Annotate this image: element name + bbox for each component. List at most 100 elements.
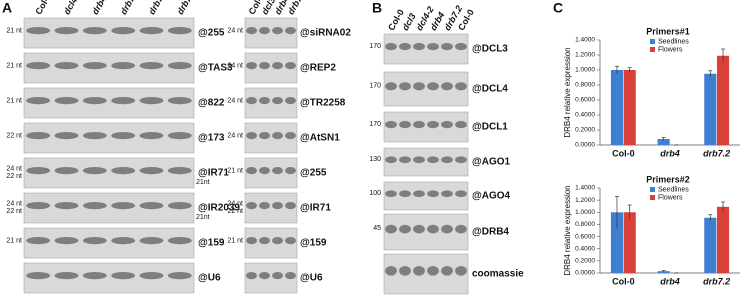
band	[272, 272, 283, 280]
x-tick-label: drb4	[660, 148, 680, 158]
probe-label: @DCL1	[472, 122, 508, 133]
y-tick-label: 0.6000	[575, 233, 595, 240]
band	[167, 272, 192, 280]
band	[246, 132, 257, 140]
band	[455, 266, 467, 276]
y-tick-label: 1.0000	[575, 67, 595, 74]
band	[54, 167, 79, 175]
bar	[716, 55, 730, 145]
band	[285, 97, 296, 105]
band	[272, 27, 283, 35]
y-tick-label: 0.4000	[575, 112, 595, 119]
band	[399, 190, 411, 198]
blot-strip	[383, 71, 469, 107]
size-label: 24 nt	[227, 97, 243, 104]
band	[285, 237, 296, 245]
band	[455, 190, 467, 198]
band	[441, 43, 453, 51]
probe-label: @173	[198, 133, 225, 144]
probe-label: @822	[198, 98, 225, 109]
blot-strip	[23, 227, 195, 259]
size-label: 21 nt	[6, 62, 22, 69]
marker-label: 170	[369, 82, 381, 89]
y-tick-label: 1.4000	[575, 37, 595, 44]
y-tick-label: 0.8000	[575, 221, 595, 228]
lane-label: Col-0	[33, 0, 53, 16]
y-axis-label: DRB4 relative expression	[563, 47, 572, 137]
band	[167, 167, 192, 175]
bar	[704, 73, 717, 145]
band	[82, 272, 107, 280]
band	[427, 156, 439, 164]
band	[111, 202, 136, 210]
band	[246, 97, 257, 105]
bar	[657, 139, 670, 145]
band	[272, 62, 283, 70]
band	[285, 167, 296, 175]
band	[259, 237, 270, 245]
band	[54, 272, 79, 280]
band	[111, 97, 136, 105]
legend-label: Flowers	[658, 194, 683, 201]
bar	[610, 212, 624, 273]
size-label: 21 nt	[6, 27, 22, 34]
band	[139, 97, 164, 105]
blot-strip	[23, 122, 195, 154]
probe-label: @IR71	[198, 168, 229, 179]
band	[82, 202, 107, 210]
marker-label: 170	[369, 121, 381, 128]
band	[26, 167, 51, 175]
probe-label: @255	[300, 168, 327, 179]
band	[285, 272, 296, 280]
y-tick-label: 1.0000	[575, 209, 595, 216]
y-tick-label: 0.2000	[575, 127, 595, 134]
probe-label: @255	[198, 28, 225, 39]
band	[399, 156, 411, 164]
band	[246, 167, 257, 175]
band	[259, 132, 270, 140]
probe-label: @AGO4	[472, 191, 511, 202]
band	[455, 156, 467, 164]
blot-strip	[23, 17, 195, 49]
probe-label: @U6	[198, 273, 221, 284]
band	[385, 266, 397, 276]
band	[82, 97, 107, 105]
legend-swatch	[650, 187, 655, 192]
probe-label: @DCL3	[472, 44, 508, 55]
y-tick-label: 0.6000	[575, 97, 595, 104]
band	[385, 190, 397, 198]
size-label: 21 nt	[227, 237, 243, 244]
band	[54, 62, 79, 70]
marker-label: 45	[373, 225, 381, 232]
band	[385, 43, 397, 51]
lane-label: dcl4-2	[62, 0, 84, 16]
band	[139, 272, 164, 280]
band	[139, 132, 164, 140]
band	[272, 132, 283, 140]
x-tick-label: Col-0	[612, 276, 635, 286]
y-axis-label: DRB4 relative expression	[563, 185, 572, 275]
band	[441, 82, 453, 91]
x-tick-label: drb7.2	[703, 276, 730, 286]
band	[111, 272, 136, 280]
blot-strip	[23, 52, 195, 84]
legend-label: Seedlines	[658, 38, 689, 45]
blot-strip	[383, 253, 469, 295]
blot-strip	[383, 111, 469, 143]
band	[82, 237, 107, 245]
band	[385, 121, 397, 129]
band	[246, 272, 257, 280]
legend-swatch	[650, 39, 655, 44]
band	[259, 97, 270, 105]
band	[54, 202, 79, 210]
band	[26, 97, 51, 105]
band	[259, 167, 270, 175]
probe-label: @TR2258	[300, 98, 346, 109]
size-label: 21 nt	[227, 167, 243, 174]
band	[427, 266, 439, 276]
band	[385, 156, 397, 164]
band	[385, 82, 397, 91]
legend-swatch	[650, 47, 655, 52]
probe-label: @159	[300, 238, 327, 249]
